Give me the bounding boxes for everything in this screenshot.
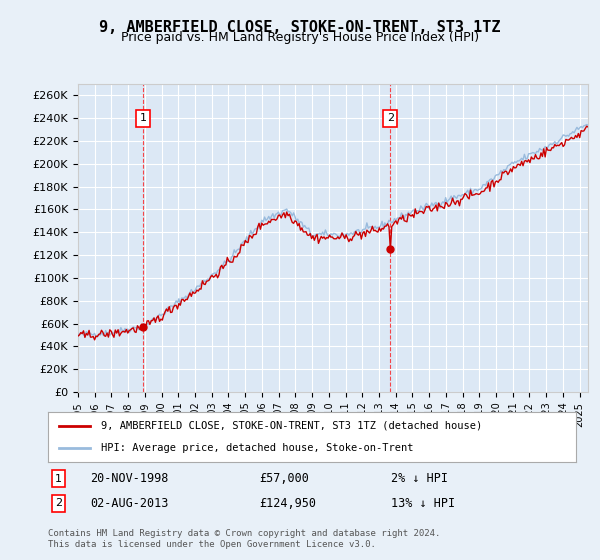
Text: 20-NOV-1998: 20-NOV-1998: [90, 472, 169, 486]
Text: 02-AUG-2013: 02-AUG-2013: [90, 497, 169, 510]
Text: Price paid vs. HM Land Registry's House Price Index (HPI): Price paid vs. HM Land Registry's House …: [121, 31, 479, 44]
Text: 2: 2: [387, 113, 394, 123]
Text: Contains HM Land Registry data © Crown copyright and database right 2024.
This d: Contains HM Land Registry data © Crown c…: [48, 529, 440, 549]
Text: 1: 1: [55, 474, 62, 484]
Text: 13% ↓ HPI: 13% ↓ HPI: [391, 497, 455, 510]
Text: 2% ↓ HPI: 2% ↓ HPI: [391, 472, 448, 486]
Text: 1: 1: [139, 113, 146, 123]
Text: 9, AMBERFIELD CLOSE, STOKE-ON-TRENT, ST3 1TZ (detached house): 9, AMBERFIELD CLOSE, STOKE-ON-TRENT, ST3…: [101, 421, 482, 431]
Text: 2: 2: [55, 498, 62, 508]
Text: HPI: Average price, detached house, Stoke-on-Trent: HPI: Average price, detached house, Stok…: [101, 443, 413, 453]
Text: £124,950: £124,950: [259, 497, 316, 510]
Text: £57,000: £57,000: [259, 472, 309, 486]
Text: 9, AMBERFIELD CLOSE, STOKE-ON-TRENT, ST3 1TZ: 9, AMBERFIELD CLOSE, STOKE-ON-TRENT, ST3…: [99, 20, 501, 35]
